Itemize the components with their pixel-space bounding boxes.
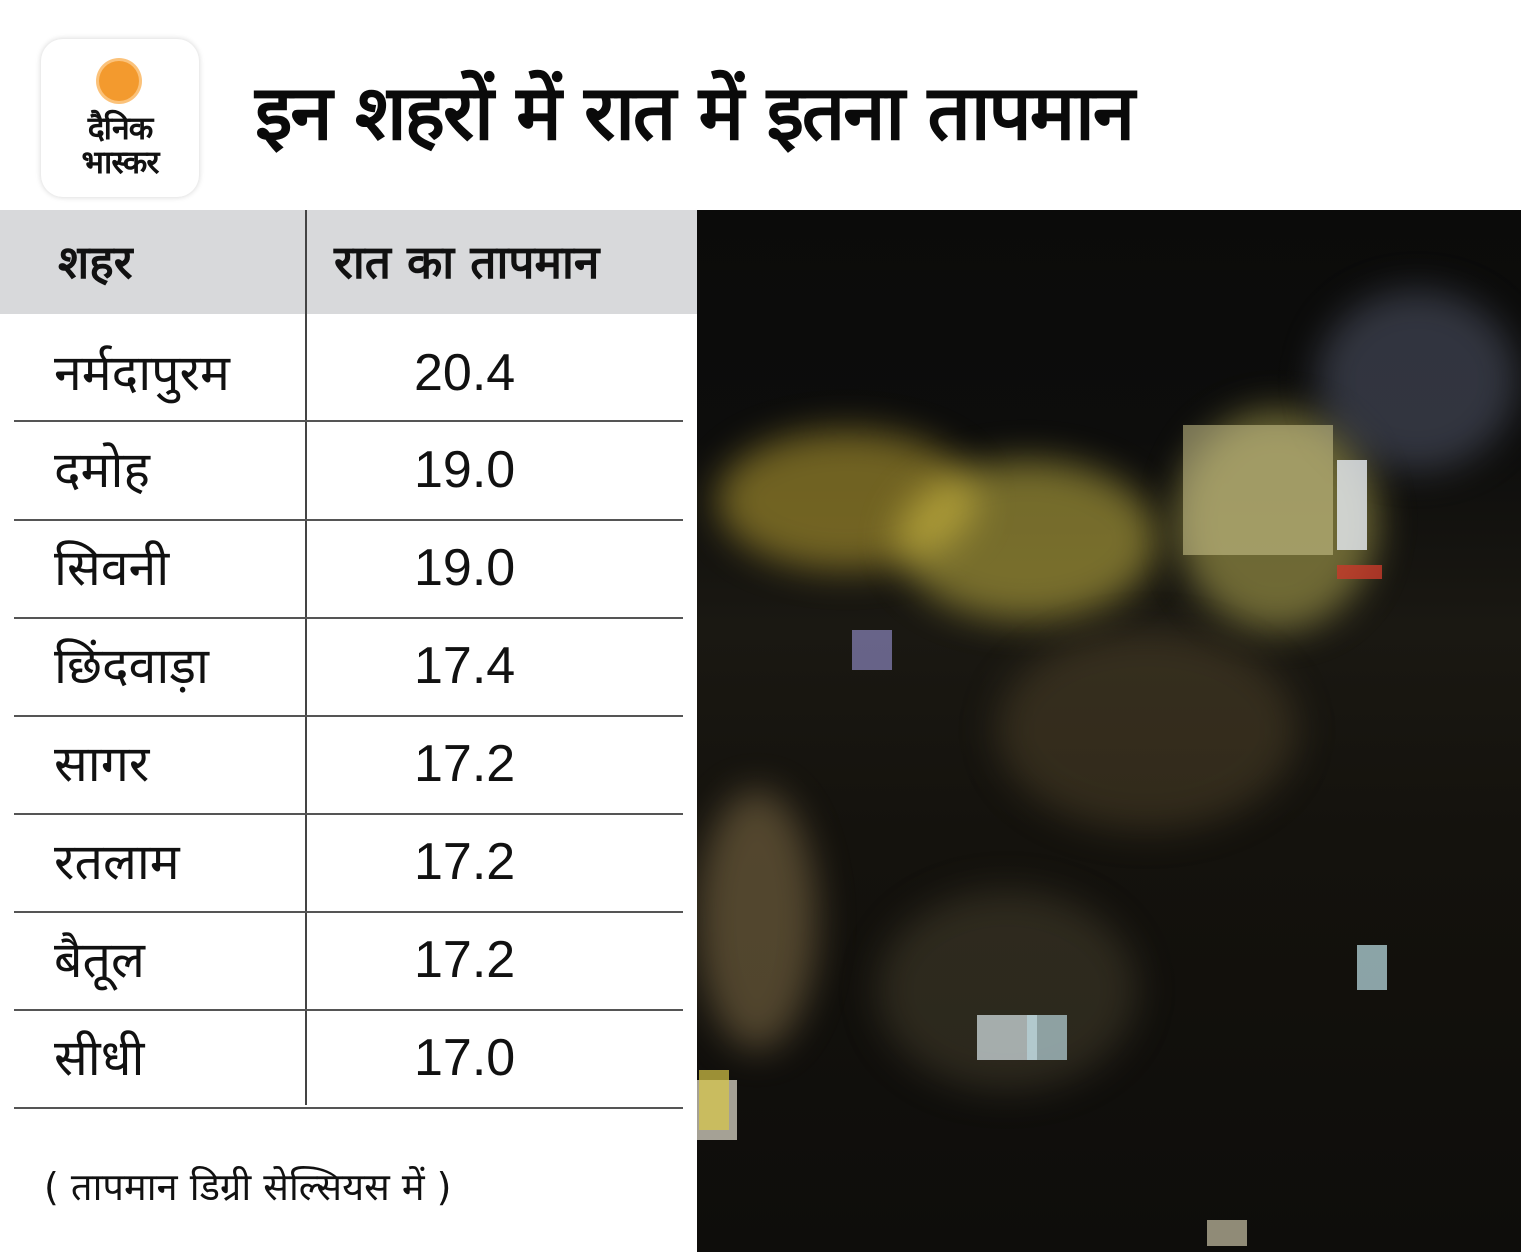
city-name: बैतूल bbox=[54, 931, 145, 989]
table-row: सागर 17.2 bbox=[14, 716, 683, 815]
table-row: सिवनी 19.0 bbox=[14, 520, 683, 619]
city-name: सागर bbox=[54, 735, 150, 793]
city-name: छिंदवाड़ा bbox=[54, 637, 209, 695]
temp-value: 17.0 bbox=[414, 1029, 516, 1087]
table-row: नर्मदापुरम 20.4 bbox=[14, 314, 683, 422]
city-name: सिवनी bbox=[54, 539, 170, 597]
header-city: शहर bbox=[58, 235, 133, 289]
table-row: रतलाम 17.2 bbox=[14, 814, 683, 913]
table-row: सीधी 17.0 bbox=[14, 1010, 683, 1109]
temp-value: 17.2 bbox=[414, 931, 516, 989]
table-row: दमोह 19.0 bbox=[14, 422, 683, 521]
logo-line2: भास्कर bbox=[81, 143, 160, 181]
header-night-temp: रात का तापमान bbox=[334, 235, 600, 289]
table-header: शहर रात का तापमान bbox=[0, 210, 697, 314]
temp-value: 17.2 bbox=[414, 735, 516, 793]
table-row: बैतूल 17.2 bbox=[14, 912, 683, 1011]
sun-icon bbox=[99, 61, 139, 101]
city-name: रतलाम bbox=[54, 833, 180, 891]
city-name: दमोह bbox=[54, 441, 150, 499]
logo-line1: दैनिक bbox=[87, 109, 154, 147]
dainik-bhaskar-logo: दैनिक भास्कर bbox=[41, 39, 199, 197]
temp-value: 20.4 bbox=[414, 344, 516, 402]
column-divider bbox=[305, 210, 307, 1105]
night-city-photo bbox=[697, 210, 1521, 1252]
table-row: छिंदवाड़ा 17.4 bbox=[14, 618, 683, 717]
temp-value: 19.0 bbox=[414, 539, 516, 597]
page-title: इन शहरों में रात में इतना तापमान bbox=[255, 68, 1135, 157]
temp-value: 19.0 bbox=[414, 441, 516, 499]
temp-value: 17.2 bbox=[414, 833, 516, 891]
city-name: नर्मदापुरम bbox=[54, 344, 230, 402]
temp-value: 17.4 bbox=[414, 637, 516, 695]
unit-footnote: ( तापमान डिग्री सेल्सियस में ) bbox=[44, 1165, 452, 1209]
city-name: सीधी bbox=[54, 1029, 145, 1087]
